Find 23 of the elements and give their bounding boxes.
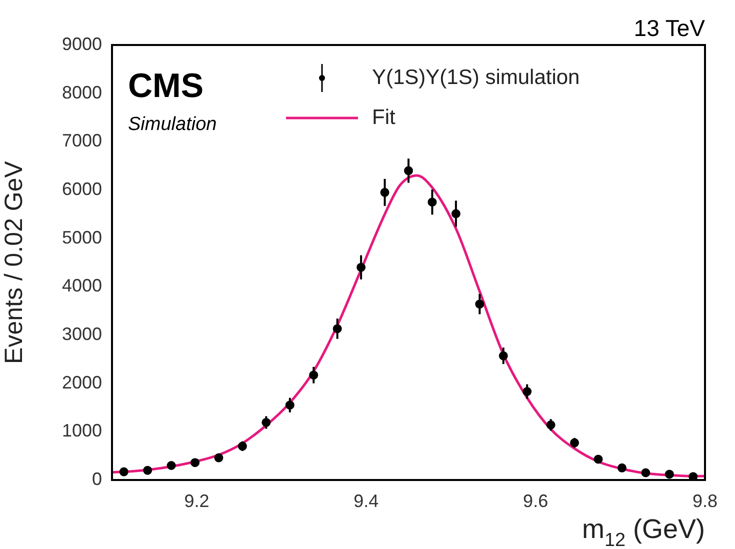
annotation: CMS <box>128 67 204 105</box>
text: 13 TeV <box>634 15 706 41</box>
line-series <box>112 174 705 478</box>
y-tick-label: 1000 <box>62 420 102 441</box>
point <box>664 470 674 479</box>
y-tick-label: 3000 <box>62 324 102 344</box>
y-tick-label: 9000 <box>62 34 102 54</box>
x-tick-label: 9.2 <box>184 490 210 511</box>
point <box>688 472 698 480</box>
legend-label: Fit <box>372 106 396 129</box>
y-tick-label: 2000 <box>62 372 102 392</box>
annotation: Simulation <box>128 114 217 135</box>
y-tick-label: 5000 <box>62 227 102 248</box>
legend-label: Υ(1S)Υ(1S) simulation <box>372 66 580 89</box>
y-tick-label: 6000 <box>62 178 102 199</box>
y-tick-label: 7000 <box>62 130 102 151</box>
y-axis-title: Events / 0.02 GeV <box>0 160 28 364</box>
y-tick-label: 8000 <box>62 82 102 102</box>
y-tick-label: 0 <box>92 468 102 489</box>
x-tick-label: 9.4 <box>354 490 379 511</box>
x-tick-label: 9.8 <box>692 490 718 511</box>
x-tick-label: 9.6 <box>523 490 548 511</box>
y-tick-label: 4000 <box>62 276 102 296</box>
